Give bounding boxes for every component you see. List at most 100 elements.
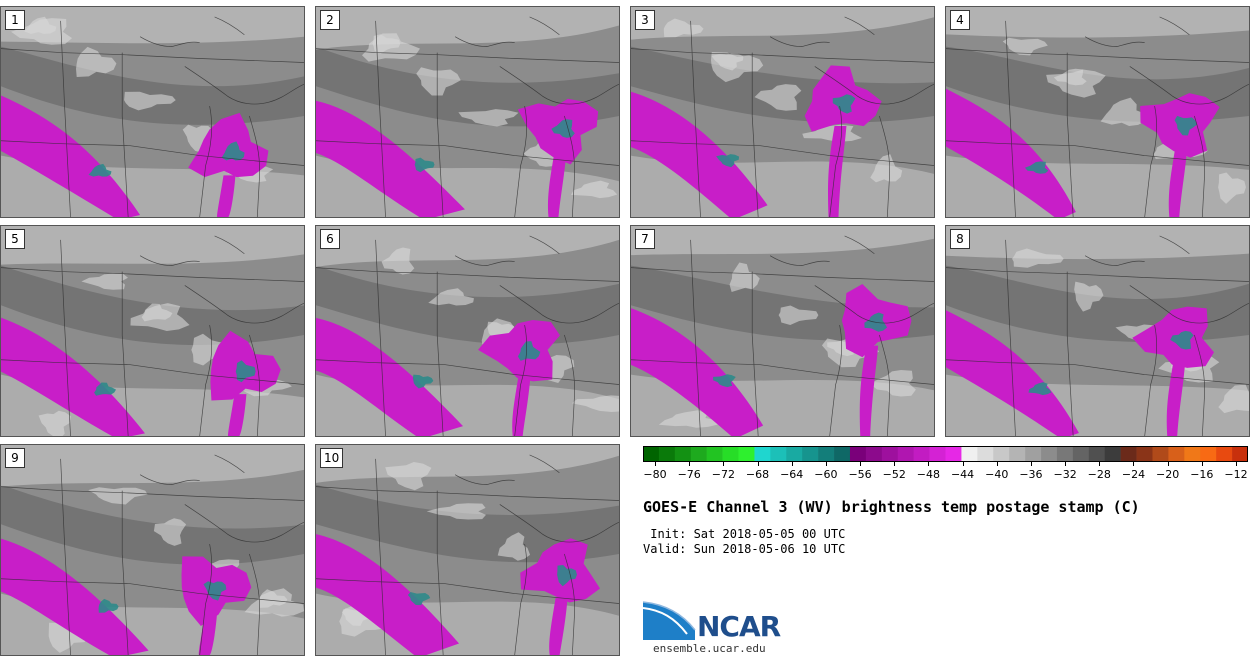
colorbar-swatch	[993, 446, 1010, 462]
colorbar-tick-label: −24	[1121, 468, 1146, 481]
colorbar-tick-label: −32	[1053, 468, 1077, 481]
colorbar-tick-mark	[1201, 462, 1203, 466]
brightness-temp-map	[1, 7, 304, 217]
colorbar-swatch	[977, 446, 994, 462]
colorbar-swatch	[834, 446, 851, 462]
colorbar-tick-mark	[1167, 462, 1169, 466]
brightness-temp-map	[631, 226, 934, 436]
colorbar-swatch	[818, 446, 835, 462]
colorbar-tick-label: −72	[711, 468, 735, 481]
init-time: Init: Sat 2018-05-05 00 UTC	[643, 527, 846, 541]
colorbar-tick-mark	[1065, 462, 1067, 466]
colorbar-tick-mark	[996, 462, 998, 466]
colorbar-tick-label: −16	[1190, 468, 1214, 481]
colorbar-swatch	[929, 446, 946, 462]
panel-number-label: 3	[635, 10, 655, 30]
colorbar-swatch	[961, 446, 978, 462]
colorbar-tick-label: −36	[1019, 468, 1043, 481]
colorbar	[643, 446, 1248, 462]
valid-time: Valid: Sun 2018-05-06 10 UTC	[643, 542, 846, 556]
panel-number-label: 7	[635, 229, 655, 249]
ensemble-member-panel: 5	[0, 225, 305, 437]
colorbar-tick-mark	[757, 462, 759, 466]
colorbar-tick-mark	[723, 462, 725, 466]
panel-number-label: 8	[950, 229, 970, 249]
colorbar-swatch	[1168, 446, 1185, 462]
colorbar-tick-mark	[894, 462, 896, 466]
figure-title: GOES-E Channel 3 (WV) brightness temp po…	[643, 498, 1140, 516]
panel-number-label: 1	[5, 10, 25, 30]
colorbar-swatch	[1104, 446, 1121, 462]
colorbar-tick-mark	[860, 462, 862, 466]
colorbar-swatch	[802, 446, 819, 462]
colorbar-tick-label: −64	[780, 468, 804, 481]
colorbar-swatch	[1136, 446, 1153, 462]
panel-number-label: 9	[5, 448, 25, 468]
colorbar-tick-mark	[1099, 462, 1101, 466]
brightness-temp-map	[631, 7, 934, 217]
brightness-temp-map	[946, 7, 1249, 217]
colorbar-swatch	[1041, 446, 1058, 462]
colorbar-swatch	[770, 446, 787, 462]
colorbar-tick-label: −40	[985, 468, 1009, 481]
ensemble-member-panel: 8	[945, 225, 1250, 437]
ensemble-member-panel: 4	[945, 6, 1250, 218]
ensemble-member-panel: 7	[630, 225, 935, 437]
colorbar-tick-label: −76	[677, 468, 701, 481]
brightness-temp-map	[316, 226, 619, 436]
brightness-temp-map	[316, 7, 619, 217]
ncar-logo-icon	[643, 601, 696, 640]
colorbar-swatch	[1184, 446, 1201, 462]
colorbar-swatch	[1200, 446, 1217, 462]
ncar-wordmark: NCAR	[697, 610, 781, 643]
colorbar-tick-mark	[1030, 462, 1032, 466]
brightness-temp-map	[1, 445, 304, 655]
colorbar-tick-mark	[962, 462, 964, 466]
colorbar-swatch	[1232, 446, 1248, 462]
colorbar-tick-label: −52	[882, 468, 906, 481]
colorbar-tick-mark	[791, 462, 793, 466]
colorbar-swatch	[1025, 446, 1042, 462]
colorbar-tick-mark	[825, 462, 827, 466]
colorbar-tick-label: −80	[643, 468, 667, 481]
colorbar-swatch	[706, 446, 723, 462]
ensemble-member-panel: 9	[0, 444, 305, 656]
colorbar-tick-mark	[1236, 462, 1237, 466]
colorbar-swatch	[865, 446, 883, 462]
colorbar-tick-mark	[689, 462, 691, 466]
colorbar-ticks: −80 −76 −72 −68 −64 −60 −56 −52 −48 −44 −40 −36 −32−…	[643, 462, 1248, 482]
colorbar-swatch	[849, 446, 867, 462]
colorbar-swatch	[786, 446, 803, 462]
ensemble-member-panel: 3	[630, 6, 935, 218]
colorbar-swatch	[945, 446, 962, 462]
colorbar-tick-label: −20	[1156, 468, 1180, 481]
colorbar-swatch	[1216, 446, 1233, 462]
colorbar-tick-label: −48	[916, 468, 941, 481]
colorbar-tick-label: −60	[814, 468, 838, 481]
colorbar-tick-label: −44	[950, 468, 975, 481]
ensemble-member-panel: 2	[315, 6, 620, 218]
site-url: ensemble.ucar.edu	[653, 642, 766, 655]
ensemble-member-panel: 1	[0, 6, 305, 218]
colorbar-swatch	[738, 446, 755, 462]
colorbar-tick-mark	[1133, 462, 1135, 466]
panel-number-label: 2	[320, 10, 340, 30]
colorbar-tick-mark	[655, 462, 656, 466]
colorbar-swatch	[913, 446, 930, 462]
colorbar-swatch	[1056, 446, 1074, 462]
brightness-temp-map	[316, 445, 619, 655]
panel-number-label: 6	[320, 229, 340, 249]
colorbar-swatch	[690, 446, 707, 462]
colorbar-swatch	[1120, 446, 1137, 462]
colorbar-swatch	[1072, 446, 1090, 462]
colorbar-tick-label: −12	[1224, 468, 1248, 481]
panel-number-label: 5	[5, 229, 25, 249]
colorbar-tick-label: −56	[848, 468, 872, 481]
colorbar-swatch	[1152, 446, 1169, 462]
brightness-temp-map	[946, 226, 1249, 436]
colorbar-tick-label: −28	[1087, 468, 1111, 481]
colorbar-swatch	[1088, 446, 1106, 462]
colorbar-swatch	[643, 446, 660, 462]
ensemble-member-panel: 10	[315, 444, 620, 656]
colorbar-tick-mark	[928, 462, 930, 466]
